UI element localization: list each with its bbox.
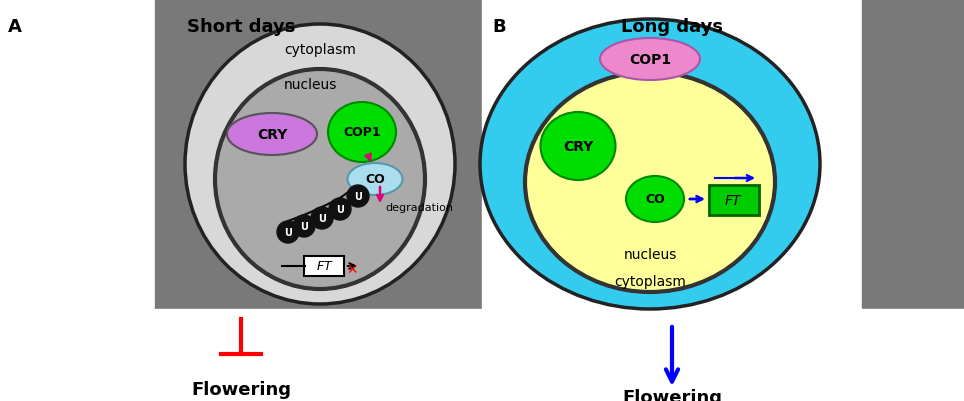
Ellipse shape <box>215 70 425 289</box>
FancyBboxPatch shape <box>304 256 344 276</box>
Text: U: U <box>336 205 344 215</box>
Ellipse shape <box>185 25 455 304</box>
Ellipse shape <box>480 20 820 309</box>
Ellipse shape <box>347 186 369 207</box>
Text: nucleus: nucleus <box>283 78 336 92</box>
Ellipse shape <box>328 103 396 162</box>
Text: Short days: Short days <box>187 18 295 36</box>
Ellipse shape <box>600 39 700 81</box>
Bar <box>0 0 155 309</box>
Bar <box>482 309 964 401</box>
Bar <box>862 0 964 309</box>
Bar <box>0 309 482 401</box>
Text: $\it{FT}$: $\it{FT}$ <box>316 260 334 273</box>
Text: CO: CO <box>645 193 665 206</box>
Text: B: B <box>492 18 506 36</box>
Bar <box>155 0 482 309</box>
FancyBboxPatch shape <box>709 186 759 215</box>
Text: CRY: CRY <box>563 140 593 154</box>
Text: CRY: CRY <box>256 128 287 142</box>
Text: degradation: degradation <box>385 203 453 213</box>
Text: nucleus: nucleus <box>624 247 677 261</box>
Text: A: A <box>8 18 22 36</box>
Text: COP1: COP1 <box>343 126 381 139</box>
Ellipse shape <box>227 114 317 156</box>
Text: U: U <box>354 192 362 201</box>
Text: ✕: ✕ <box>346 262 358 276</box>
Ellipse shape <box>277 221 299 243</box>
Text: CO: CO <box>365 173 385 186</box>
Text: $\it{FT}$: $\it{FT}$ <box>724 194 743 207</box>
Text: cytoplasm: cytoplasm <box>614 274 686 288</box>
Text: Flowering: Flowering <box>622 388 722 401</box>
Ellipse shape <box>311 207 333 229</box>
Ellipse shape <box>329 198 351 221</box>
Text: U: U <box>300 221 308 231</box>
Text: U: U <box>284 227 292 237</box>
Ellipse shape <box>293 215 315 237</box>
Bar <box>482 0 862 309</box>
Text: U: U <box>318 213 326 223</box>
Text: Long days: Long days <box>621 18 723 36</box>
Ellipse shape <box>626 176 684 223</box>
Text: Flowering: Flowering <box>191 380 291 398</box>
Ellipse shape <box>347 164 403 196</box>
Text: cytoplasm: cytoplasm <box>284 43 356 57</box>
Text: COP1: COP1 <box>629 53 671 67</box>
Ellipse shape <box>541 113 615 180</box>
Ellipse shape <box>525 73 775 292</box>
